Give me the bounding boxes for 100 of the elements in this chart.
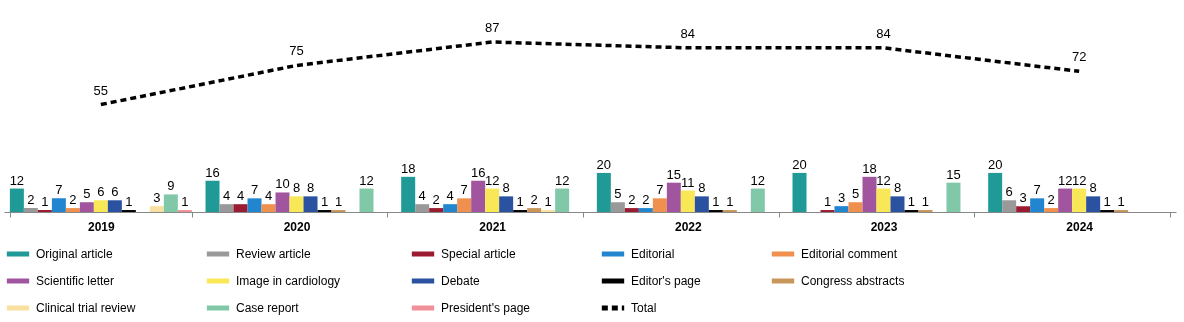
data-label: 4 <box>446 188 454 204</box>
data-label: 3 <box>837 190 846 206</box>
data-label: 16 <box>470 164 486 180</box>
data-label: 12 <box>484 172 500 188</box>
data-label: 2 <box>628 192 636 208</box>
bar <box>247 198 262 212</box>
data-label: 1 <box>907 194 916 210</box>
data-label: 1 <box>921 194 930 210</box>
data-label: 5 <box>851 186 860 202</box>
bar <box>1086 196 1101 212</box>
data-label: 3 <box>1019 190 1027 206</box>
data-label: 12 <box>876 172 891 188</box>
bar <box>527 208 542 212</box>
legend-label: Total <box>631 301 657 315</box>
bar <box>624 208 639 212</box>
data-label: 15 <box>946 166 961 182</box>
bar <box>23 208 38 212</box>
data-label: 12 <box>9 172 25 188</box>
data-label: 1 <box>125 194 133 210</box>
data-label: 12 <box>554 172 570 188</box>
bar <box>289 196 304 212</box>
bar <box>596 172 611 212</box>
data-label: 1 <box>320 194 329 210</box>
data-label: 1 <box>334 194 343 210</box>
x-tick-label: 2023 <box>870 219 898 234</box>
legend-label: Editorial <box>631 247 675 261</box>
data-label: 10 <box>275 176 290 192</box>
bar <box>1016 206 1031 212</box>
data-label: 2 <box>1047 192 1055 208</box>
data-label: 15 <box>666 166 682 182</box>
bar <box>834 206 849 212</box>
bar <box>638 208 653 212</box>
data-label: 8 <box>1089 180 1097 196</box>
bar <box>694 196 709 212</box>
bar <box>1002 200 1017 212</box>
data-label: 1 <box>1117 194 1125 210</box>
bar <box>219 204 234 212</box>
bar <box>471 180 486 212</box>
data-label: 1 <box>181 194 189 210</box>
legend-label: Review article <box>236 247 312 261</box>
bar <box>750 188 765 212</box>
data-label: 7 <box>250 182 259 198</box>
data-label: 12 <box>359 172 374 188</box>
data-label: 8 <box>893 180 902 196</box>
data-label: 18 <box>862 160 877 176</box>
bar <box>485 188 500 212</box>
data-label: 5 <box>83 186 91 202</box>
x-tick-label: 2024 <box>1066 219 1094 234</box>
bar <box>415 204 430 212</box>
data-label: 11 <box>681 174 695 190</box>
data-label: 6 <box>1005 184 1013 200</box>
data-label: 1 <box>1103 194 1111 210</box>
bar <box>359 188 374 212</box>
bar <box>1044 208 1059 212</box>
data-label: 20 <box>596 156 612 172</box>
data-label: 75 <box>289 43 304 59</box>
data-label: 1 <box>516 194 524 210</box>
bar <box>65 208 80 212</box>
x-tick-label: 2019 <box>88 219 116 234</box>
data-label: 2 <box>530 192 538 208</box>
data-label: 8 <box>502 180 510 196</box>
data-label: 7 <box>55 182 63 198</box>
data-label: 55 <box>93 82 109 98</box>
bar <box>51 198 66 212</box>
data-label: 87 <box>484 20 500 35</box>
bar <box>1030 198 1045 212</box>
data-label: 4 <box>418 188 426 204</box>
data-label: 1 <box>544 194 552 210</box>
legend-label: Case report <box>236 301 300 315</box>
data-label: 1 <box>726 194 734 210</box>
data-label: 20 <box>987 156 1003 172</box>
bar <box>163 194 178 212</box>
data-label: 12 <box>750 172 766 188</box>
bar <box>848 202 863 212</box>
x-tick-label: 2020 <box>283 219 311 234</box>
bar <box>401 176 416 212</box>
data-label: 18 <box>400 160 416 176</box>
data-label: 84 <box>876 25 891 41</box>
data-label: 4 <box>236 188 245 204</box>
data-label: 72 <box>1071 49 1087 65</box>
data-label: 2 <box>432 192 440 208</box>
bar <box>261 204 276 212</box>
bar <box>890 196 905 212</box>
data-label: 7 <box>656 182 664 198</box>
data-label: 6 <box>97 184 105 200</box>
bar <box>303 196 318 212</box>
legend-label: Clinical trial review <box>36 301 136 315</box>
data-label: 8 <box>292 180 301 196</box>
data-label: 20 <box>792 156 807 172</box>
bar <box>946 182 961 212</box>
bar <box>1058 188 1073 212</box>
bar <box>79 202 94 212</box>
bar <box>107 200 122 212</box>
bar <box>9 188 24 212</box>
data-label: 12 <box>1071 172 1087 188</box>
bar <box>149 206 164 212</box>
legend-label: President's page <box>441 301 531 315</box>
bar <box>555 188 570 212</box>
data-label: 4 <box>222 188 231 204</box>
data-label: 2 <box>27 192 35 208</box>
